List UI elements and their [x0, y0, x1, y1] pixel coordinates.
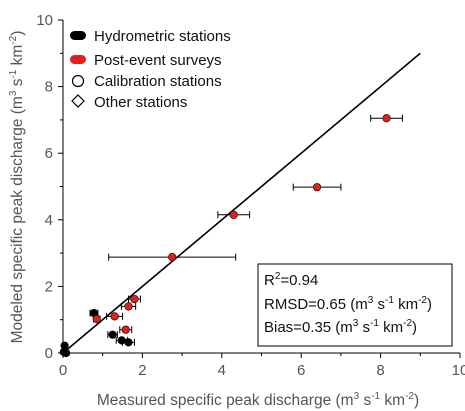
legend-label-other: Other stations: [94, 94, 187, 111]
y-axis-label: Modeled specific peak discharge (m3 s-1 …: [8, 31, 26, 344]
y-tick-label: 8: [45, 79, 53, 96]
y-tick-label: 10: [36, 12, 53, 29]
y-tick-label: 0: [45, 345, 53, 362]
data-point: [382, 114, 391, 123]
legend: Hydrometric stations Post-event surveys …: [70, 28, 231, 111]
data-point: [92, 314, 101, 324]
x-axis-label: Measured specific peak discharge (m3 s-1…: [97, 391, 419, 409]
legend-marker-hydrometric: [70, 31, 86, 40]
stats-bias: Bias=0.35 (m3 s-1 km-2): [264, 318, 417, 336]
data-point: [229, 210, 238, 219]
data-point: [117, 336, 126, 345]
data-point: [124, 302, 133, 311]
data-point: [110, 312, 119, 321]
series-post-event: [92, 114, 403, 334]
x-tick-label: 0: [59, 362, 67, 379]
data-point: [62, 348, 71, 358]
data-points: [59, 114, 403, 358]
tick-labels: 0 2 4 6 8 10 0 2 4 6 8 10: [36, 12, 465, 379]
legend-label-hydrometric: Hydrometric stations: [94, 28, 231, 45]
x-tick-label: 4: [218, 362, 226, 379]
stats-rmsd: RMSD=0.65 (m3 s-1 km-2): [264, 295, 432, 313]
legend-marker-calibration: [71, 74, 85, 88]
data-point: [124, 338, 133, 347]
stats-frame: [257, 263, 453, 347]
stats-r2: R2=0.94: [264, 271, 318, 289]
one-to-one-line: [62, 52, 421, 354]
legend-marker-post-event: [70, 55, 86, 64]
x-tick-label: 2: [138, 362, 146, 379]
data-point: [108, 330, 117, 339]
stats-box: R2=0.94 RMSD=0.65 (m3 s-1 km-2) Bias=0.3…: [257, 263, 453, 347]
data-point: [168, 252, 177, 262]
y-tick-label: 4: [45, 212, 53, 229]
x-tick-label: 8: [376, 362, 384, 379]
data-point: [121, 325, 130, 334]
legend-label-calibration: Calibration stations: [94, 73, 222, 90]
y-tick-label: 6: [45, 145, 53, 162]
y-tick-label: 2: [45, 278, 53, 295]
x-tick-label: 10: [452, 362, 465, 379]
data-point: [312, 183, 322, 192]
legend-marker-other: [71, 94, 85, 108]
x-tick-label: 6: [297, 362, 305, 379]
data-point: [130, 294, 139, 304]
one-to-one-line-segment: [62, 52, 421, 354]
legend-label-post-event: Post-event surveys: [94, 52, 222, 69]
series-hydrometric: [59, 308, 135, 358]
